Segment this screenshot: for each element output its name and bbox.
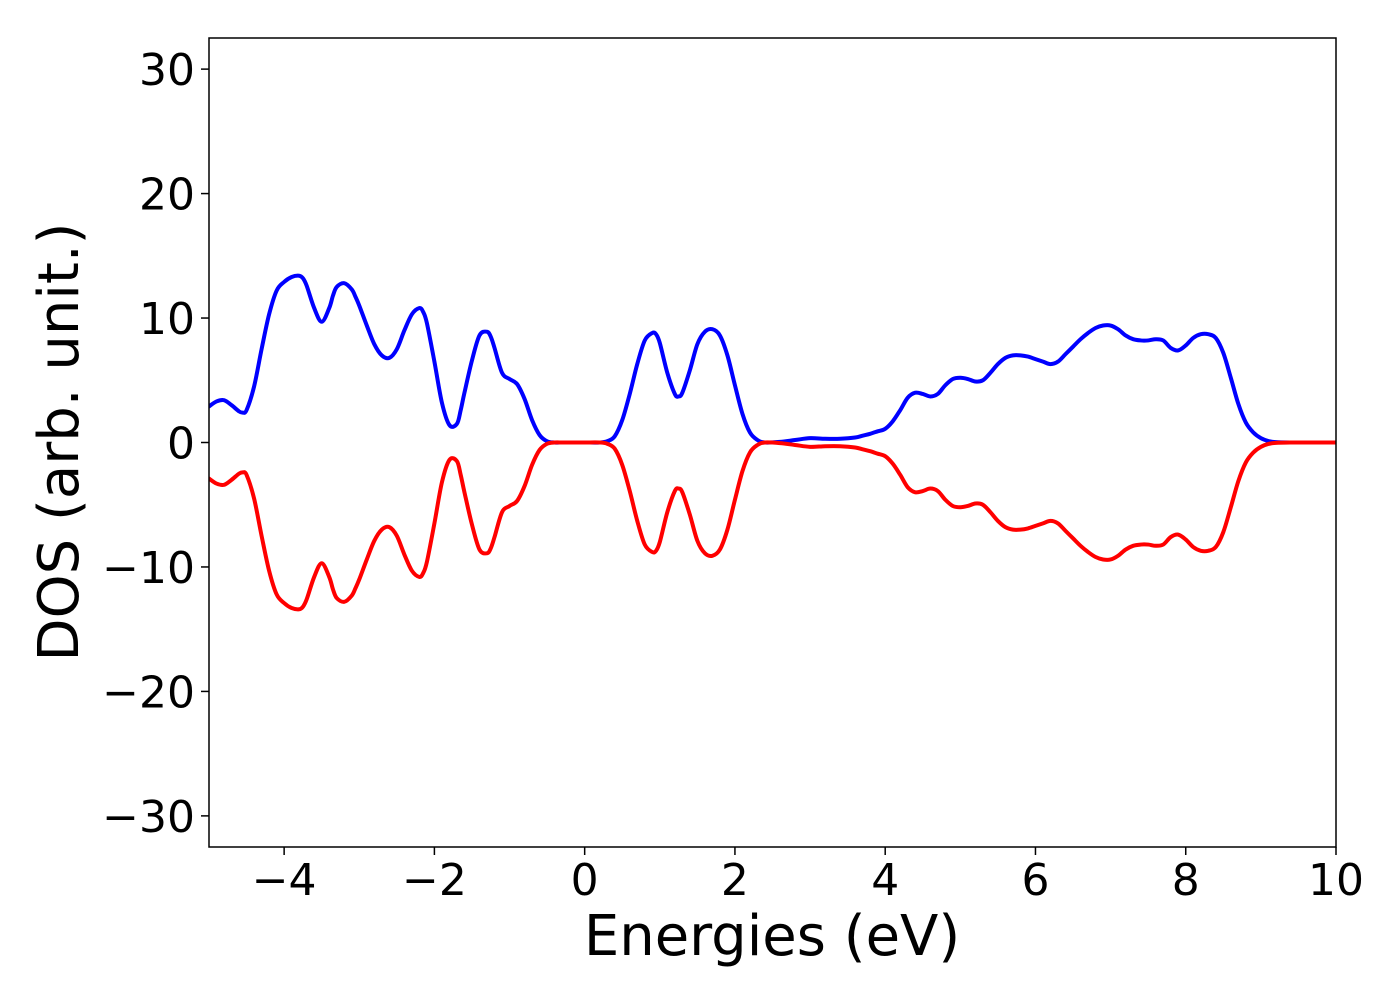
y-tick-label: 0	[167, 419, 195, 470]
x-tick-label: 8	[1172, 855, 1200, 906]
series-line-2	[209, 440, 1336, 612]
y-tick-label: −30	[102, 792, 195, 843]
series-line-1	[209, 273, 1336, 445]
x-axis-label: Energies (eV)	[584, 904, 960, 969]
y-tick-label: −20	[102, 667, 195, 718]
y-axis-label: DOS (arb. unit.)	[27, 222, 92, 661]
y-tick-label: 20	[139, 170, 195, 221]
x-tick-label: 6	[1021, 855, 1049, 906]
x-tick-label: 2	[721, 855, 749, 906]
x-tick-label: −2	[402, 855, 467, 906]
x-axis: −4 −2 0 2 4 6 8 10	[252, 847, 1364, 906]
x-tick-label: 4	[871, 855, 899, 906]
y-tick-label: 10	[139, 294, 195, 345]
plot-area	[209, 273, 1336, 612]
x-tick-label: 0	[571, 855, 599, 906]
x-tick-label: −4	[252, 855, 317, 906]
y-axis: 30 20 10 0 −10 −20 −30	[102, 45, 209, 843]
y-tick-label: −10	[102, 543, 195, 594]
x-tick-label: 10	[1308, 855, 1364, 906]
y-tick-label: 30	[139, 45, 195, 96]
